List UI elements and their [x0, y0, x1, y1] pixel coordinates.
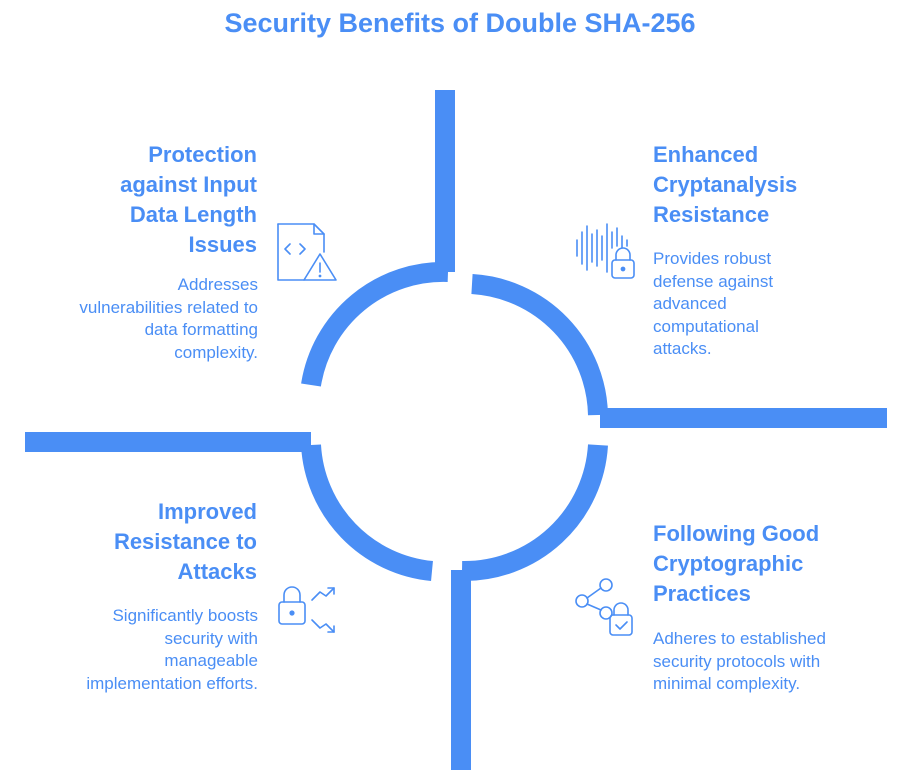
- desc-cryptanalysis: Provides robust defense against advanced…: [653, 249, 774, 358]
- heading-good-practices: Following Good Cryptographic Practices: [653, 521, 820, 606]
- arc-bottom-left: [301, 444, 434, 581]
- arc-bottom-right: [461, 444, 608, 582]
- soundwave-lock-icon: [574, 222, 638, 284]
- share-lock-check-icon: [574, 577, 638, 641]
- spoke-bottom: [451, 570, 471, 770]
- spoke-right: [600, 408, 887, 428]
- lock-arrows-icon: [276, 582, 340, 638]
- page-title: Security Benefits of Double SHA-256: [224, 8, 696, 38]
- desc-good-practices: Adheres to established security protocol…: [653, 629, 826, 693]
- code-file-warning-icon: [276, 222, 340, 284]
- desc-input-length: Addresses vulnerabilities related to dat…: [79, 275, 258, 362]
- heading-input-length: Protection against Input Data Length Iss…: [120, 142, 257, 257]
- heading-resistance-attacks: Improved Resistance to Attacks: [113, 499, 257, 584]
- arc-top-right: [471, 274, 608, 416]
- spoke-left: [25, 432, 311, 452]
- desc-resistance-attacks: Significantly boosts security with manag…: [86, 606, 258, 693]
- heading-cryptanalysis: Enhanced Cryptanalysis Resistance: [653, 142, 798, 227]
- spoke-top: [435, 90, 455, 272]
- arc-top-left: [301, 261, 449, 387]
